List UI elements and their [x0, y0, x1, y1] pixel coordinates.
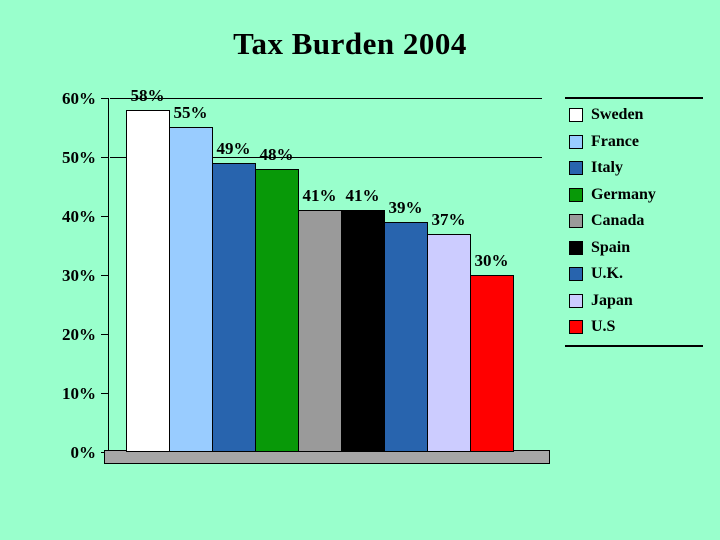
bar-value-label: 37%: [431, 210, 466, 229]
bar-value-label: 41%: [302, 186, 337, 205]
y-axis-tick: [101, 393, 108, 394]
legend-label: U.S: [591, 318, 616, 336]
legend: Sweden France Italy Germany Canada Spain U.K. J…: [565, 97, 703, 347]
bar-us: [470, 275, 514, 452]
legend-swatch: [569, 240, 583, 255]
legend-item-us: U.S: [569, 314, 703, 341]
bar-germany: [255, 169, 299, 452]
legend-label: Japan: [591, 291, 633, 309]
bar-value-label: 49%: [216, 139, 251, 158]
bar-france: [169, 127, 213, 452]
y-axis-line: [108, 98, 109, 452]
bar-value-label: 55%: [173, 103, 208, 122]
bar-value-label: 48%: [259, 145, 294, 164]
legend-item-sweden: Sweden: [569, 102, 703, 129]
bar-uk: [384, 222, 428, 452]
legend-item-italy: Italy: [569, 155, 703, 182]
bar-japan: [427, 234, 471, 452]
bar-sweden: [126, 110, 170, 452]
legend-item-canada: Canada: [569, 208, 703, 235]
y-axis-label: 50%: [62, 148, 96, 167]
y-axis-tick: [101, 98, 108, 99]
legend-label: U.K.: [591, 265, 623, 283]
y-axis-tick: [101, 157, 108, 158]
bar-value-label: 30%: [474, 251, 509, 270]
y-axis-label: 40%: [62, 207, 96, 226]
chart-title: Tax Burden 2004: [233, 26, 467, 61]
y-axis-label: 20%: [62, 325, 96, 344]
legend-label: France: [591, 132, 639, 150]
legend-item-france: France: [569, 129, 703, 156]
legend-swatch: [569, 214, 583, 229]
bar-italy: [212, 163, 256, 452]
chart-floor: [104, 450, 550, 464]
legend-item-japan: Japan: [569, 288, 703, 315]
legend-swatch: [569, 293, 583, 308]
y-axis-label: 0%: [70, 443, 97, 462]
gridline-60: [110, 98, 542, 99]
gridline-50: [110, 157, 542, 158]
y-axis-label: 30%: [62, 266, 96, 285]
legend-swatch: [569, 161, 583, 176]
legend-item-spain: Spain: [569, 235, 703, 262]
bar-value-label: 58%: [130, 86, 165, 105]
legend-label: Spain: [591, 238, 631, 256]
legend-label: Canada: [591, 212, 645, 230]
legend-swatch: [569, 134, 583, 149]
y-axis-label: 10%: [62, 384, 96, 403]
legend-swatch: [569, 320, 583, 335]
y-axis-tick: [101, 334, 108, 335]
legend-swatch: [569, 267, 583, 282]
bar-value-label: 39%: [388, 198, 423, 217]
legend-item-germany: Germany: [569, 182, 703, 209]
y-axis-tick: [101, 275, 108, 276]
legend-label: Sweden: [591, 106, 644, 124]
legend-item-uk: U.K.: [569, 261, 703, 288]
bar-canada: [298, 210, 342, 452]
legend-label: Italy: [591, 159, 623, 177]
legend-swatch: [569, 187, 583, 202]
y-axis-tick: [101, 216, 108, 217]
bar-spain: [341, 210, 385, 452]
y-axis-label: 60%: [62, 89, 96, 108]
legend-label: Germany: [591, 185, 656, 203]
legend-swatch: [569, 108, 583, 123]
bar-value-label: 41%: [345, 186, 380, 205]
